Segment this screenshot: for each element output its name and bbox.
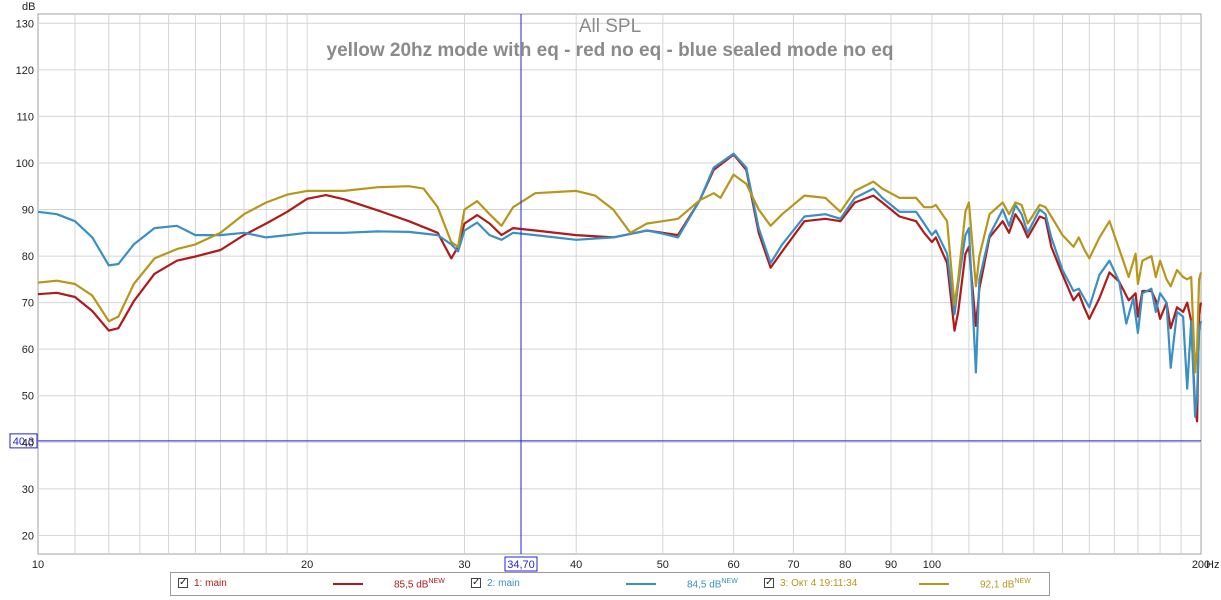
x-tick-label: 90 bbox=[885, 559, 897, 571]
chart-title: All SPL bbox=[579, 16, 641, 37]
legend-checkbox[interactable]: ✓ bbox=[471, 577, 481, 588]
legend-level: 85,5 dBNEW bbox=[394, 578, 445, 590]
legend-label: 1: main bbox=[194, 578, 227, 589]
x-unit-label: Hz bbox=[1206, 559, 1219, 571]
x-tick-label: 60 bbox=[727, 559, 739, 571]
plot-frame bbox=[37, 13, 1202, 555]
legend-item[interactable]: ✓ 1: main 85,5 dBNEW bbox=[171, 573, 464, 595]
grid bbox=[38, 14, 1201, 554]
x-tick-label: 10 bbox=[32, 559, 44, 571]
cursor-y-readout: 40,3 bbox=[13, 436, 34, 448]
legend-label: 2: main bbox=[487, 578, 520, 589]
ticks: 20 30 40 50 60 70 80 90 100 110 120 130 10 20 30 40 50 60… bbox=[16, 18, 1220, 571]
legend-new-badge: NEW bbox=[1014, 578, 1031, 585]
x-tick-label: 200 bbox=[1192, 559, 1210, 571]
legend-item[interactable]: ✓ 3: Окт 4 19:11:34 92,1 dBNEW bbox=[757, 573, 1050, 595]
series-line bbox=[37, 153, 1203, 423]
legend-new-badge: NEW bbox=[428, 578, 445, 585]
x-tick-label: 70 bbox=[787, 559, 799, 571]
cursor-x-readout: 34,70 bbox=[507, 559, 535, 571]
cursor-layer[interactable]: 40,3 34,70 bbox=[9, 14, 1201, 572]
series-layer bbox=[37, 152, 1203, 423]
legend-level-value: 85,5 dB bbox=[394, 579, 429, 591]
x-tick-label: 40 bbox=[570, 559, 582, 571]
y-tick-label: 130 bbox=[16, 18, 34, 30]
y-tick-label: 40 bbox=[22, 437, 34, 449]
legend-swatch bbox=[333, 583, 363, 585]
x-tick-label: 30 bbox=[458, 559, 470, 571]
cursor-x-readout-box bbox=[504, 556, 538, 572]
y-tick-label: 120 bbox=[16, 65, 34, 77]
y-tick-label: 50 bbox=[22, 391, 34, 403]
legend-level: 84,5 dBNEW bbox=[687, 578, 738, 590]
cursor-y-readout-box bbox=[9, 433, 38, 449]
legend-level-value: 84,5 dB bbox=[687, 579, 722, 591]
y-tick-label: 90 bbox=[22, 205, 34, 217]
y-tick-label: 60 bbox=[22, 344, 34, 356]
series-line bbox=[37, 173, 1203, 374]
legend-checkbox[interactable]: ✓ bbox=[764, 577, 774, 588]
legend-new-badge: NEW bbox=[721, 578, 738, 585]
y-axis-label: dB bbox=[22, 1, 35, 13]
x-tick-label: 80 bbox=[839, 559, 851, 571]
series-line bbox=[37, 152, 1203, 418]
legend-level: 92,1 dBNEW bbox=[980, 578, 1031, 590]
legend-swatch bbox=[626, 583, 656, 585]
y-tick-label: 30 bbox=[22, 484, 34, 496]
x-tick-label: 100 bbox=[923, 559, 941, 571]
y-tick-label: 70 bbox=[22, 298, 34, 310]
y-tick-label: 20 bbox=[22, 530, 34, 542]
y-tick-label: 100 bbox=[16, 158, 34, 170]
x-tick-label: 50 bbox=[657, 559, 669, 571]
legend-level-value: 92,1 dB bbox=[980, 579, 1015, 591]
x-tick-label: 20 bbox=[301, 559, 313, 571]
legend-swatch bbox=[919, 583, 949, 585]
legend-item[interactable]: ✓ 2: main 84,5 dBNEW bbox=[464, 573, 757, 595]
y-tick-label: 80 bbox=[22, 251, 34, 263]
chart-subtitle: yellow 20hz mode with eq - red no eq - b… bbox=[327, 40, 894, 61]
legend-label: 3: Окт 4 19:11:34 bbox=[780, 578, 858, 589]
y-tick-label: 110 bbox=[16, 111, 34, 123]
legend-checkbox[interactable]: ✓ bbox=[178, 577, 188, 588]
legend: ✓ 1: main 85,5 dBNEW ✓ 2: main 84,5 dBNEW ✓ 3: … bbox=[170, 572, 1050, 596]
